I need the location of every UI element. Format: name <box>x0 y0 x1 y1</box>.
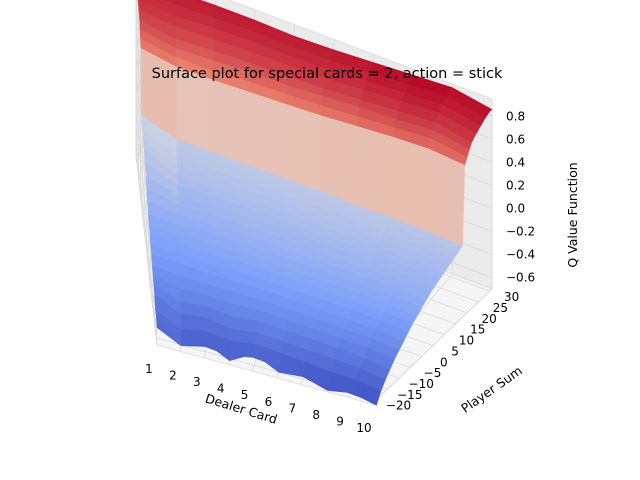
x-tick-label: 6 <box>265 395 273 409</box>
y-tick-label: −5 <box>424 366 442 380</box>
z-tick-label: 0.2 <box>506 178 525 192</box>
z-axis-label: Q Value Function <box>565 162 580 267</box>
z-tick-label: 0.4 <box>506 155 525 169</box>
z-tick-label: −0.6 <box>506 271 535 285</box>
y-tick-label: 20 <box>481 312 496 326</box>
x-tick-label: 1 <box>145 362 153 376</box>
y-tick-label: 10 <box>459 334 474 348</box>
x-tick-label: 7 <box>288 401 296 415</box>
tick-labels: 1 2 3 4 5 6 7 8 9 10−20−15−10−5051015202530−0.6−0… <box>145 109 535 435</box>
x-tick-label: 10 <box>356 421 371 435</box>
surface-patch <box>283 103 322 192</box>
surface-patch <box>390 136 430 233</box>
surface-patch <box>319 115 358 206</box>
y-tick-label: 0 <box>440 355 448 369</box>
y-tick-label: 25 <box>493 301 508 315</box>
y-tick-label: 30 <box>504 290 519 304</box>
y-tick-label: 15 <box>470 323 485 337</box>
x-tick-label: 9 <box>336 414 344 428</box>
surface-patch <box>426 148 466 247</box>
x-grid-line <box>371 99 493 405</box>
y-tick-label: −15 <box>397 388 422 402</box>
surface-patch <box>248 91 286 179</box>
y-tick-label: −10 <box>409 377 434 391</box>
z-tick-label: 0.0 <box>506 201 525 215</box>
z-tick-label: −0.2 <box>506 224 535 238</box>
x-tick-label: 5 <box>241 388 249 402</box>
x-tick-label: 2 <box>169 369 177 383</box>
surface-patch <box>212 79 250 166</box>
y-axis-label: Player Sum <box>458 363 525 416</box>
x-tick-label: 8 <box>312 408 320 422</box>
x-tick-label: 4 <box>217 382 225 396</box>
surface-patch <box>348 392 377 406</box>
z-tick-label: 0.8 <box>506 109 525 123</box>
q-value-surface <box>137 0 493 406</box>
x-tick-label: 3 <box>193 375 201 389</box>
surface-patch <box>355 126 394 219</box>
z-tick-label: −0.4 <box>506 248 535 262</box>
y-tick-label: 5 <box>451 344 459 358</box>
z-tick-label: 0.6 <box>506 132 525 146</box>
chart-title: Surface plot for special cards = 2, acti… <box>152 66 503 82</box>
surface-patch <box>180 328 206 345</box>
y-tick-label: −20 <box>386 399 411 413</box>
